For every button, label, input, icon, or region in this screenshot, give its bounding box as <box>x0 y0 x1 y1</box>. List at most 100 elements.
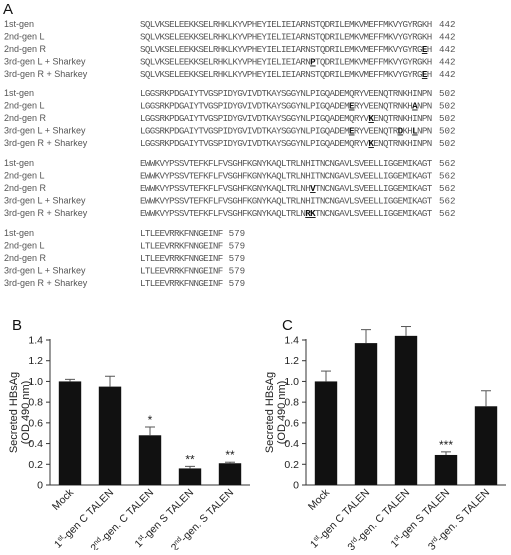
residue: E <box>203 253 209 264</box>
residue: N <box>305 69 311 80</box>
residue: R <box>291 208 297 219</box>
residue: N <box>213 253 219 264</box>
residue: T <box>427 171 433 182</box>
residue: T <box>198 113 204 124</box>
residue: V <box>252 113 258 124</box>
residue: C <box>325 208 331 219</box>
residue: K <box>402 101 408 112</box>
residue: I <box>189 88 195 99</box>
residue: F <box>218 278 224 289</box>
residue: H <box>427 44 433 55</box>
residue: E <box>368 158 374 169</box>
residue: I <box>189 126 195 137</box>
residue: A <box>271 126 277 137</box>
residue: A <box>271 208 277 219</box>
residue-position-number: 502 <box>439 88 456 99</box>
residue: V <box>184 196 190 207</box>
alignment-row-label: 1st-gen <box>4 228 34 238</box>
residue: N <box>320 183 326 194</box>
residue: N <box>378 101 384 112</box>
residue: F <box>208 171 214 182</box>
residue: K <box>223 57 229 68</box>
residue: K <box>412 208 418 219</box>
residue: E <box>398 183 404 194</box>
alignment-row-label: 2nd-gen R <box>4 183 47 193</box>
residue: Y <box>193 138 199 149</box>
residue: Y <box>296 138 302 149</box>
residue: L <box>227 69 233 80</box>
residue: I <box>334 57 340 68</box>
residue: E <box>257 44 263 55</box>
residue: I <box>189 138 195 149</box>
residue-variant: E <box>422 69 428 80</box>
residue: N <box>193 278 199 289</box>
residue: V <box>364 101 370 112</box>
residue: N <box>213 266 219 277</box>
residue: Q <box>325 101 331 112</box>
residue: K <box>155 196 161 207</box>
alignment-row-label: 3rd-gen L + Sharkey <box>4 266 86 276</box>
residue: G <box>232 196 238 207</box>
residue: V <box>159 208 165 219</box>
residue-variant: K <box>368 138 374 149</box>
residue: Q <box>320 32 326 43</box>
residue: L <box>227 19 233 30</box>
residue: E <box>344 69 350 80</box>
residue: N <box>330 158 336 169</box>
residue: H <box>237 183 243 194</box>
residue: I <box>334 32 340 43</box>
residue: K <box>189 57 195 68</box>
residue: Y <box>398 57 404 68</box>
residue: N <box>300 138 306 149</box>
residue: N <box>417 126 423 137</box>
residue: Y <box>262 171 268 182</box>
residue: G <box>393 208 399 219</box>
residue: C <box>325 158 331 169</box>
residue: H <box>427 57 433 68</box>
alignment-row-label: 3rd-gen L + Sharkey <box>4 57 86 67</box>
residue: P <box>310 126 316 137</box>
residue: L <box>150 266 156 277</box>
residue: F <box>208 158 214 169</box>
residue: F <box>218 171 224 182</box>
residue: L <box>174 32 180 43</box>
residue: F <box>198 183 204 194</box>
residue: E <box>257 69 263 80</box>
residue: L <box>150 69 156 80</box>
residue: E <box>169 69 175 80</box>
residue: E <box>286 57 292 68</box>
residue: K <box>422 57 428 68</box>
residue: I <box>189 101 195 112</box>
residue: D <box>174 138 180 149</box>
residue: E <box>339 126 345 137</box>
residue: V <box>393 57 399 68</box>
residue: S <box>140 19 146 30</box>
residue: N <box>427 101 433 112</box>
residue: V <box>242 113 248 124</box>
residue: I <box>383 158 389 169</box>
residue: G <box>417 19 423 30</box>
residue: N <box>213 278 219 289</box>
residue: Q <box>145 57 151 68</box>
residue: T <box>315 19 321 30</box>
residue: N <box>193 228 199 239</box>
residue: E <box>159 266 165 277</box>
residue: K <box>232 57 238 68</box>
residue: E <box>184 19 190 30</box>
residue: L <box>349 208 355 219</box>
residue: K <box>354 32 360 43</box>
residue: I <box>223 88 229 99</box>
residue: L <box>150 32 156 43</box>
residue: Q <box>349 113 355 124</box>
residue: M <box>364 19 370 30</box>
residue: F <box>378 69 384 80</box>
y-axis-label: Secreted HBsAg <box>264 372 276 453</box>
residue: L <box>339 32 345 43</box>
residue: T <box>145 266 151 277</box>
residue: L <box>140 241 146 252</box>
residue-variant: K <box>310 208 316 219</box>
residue: E <box>159 278 165 289</box>
residue: L <box>296 158 302 169</box>
residue: K <box>422 19 428 30</box>
residue: M <box>364 57 370 68</box>
